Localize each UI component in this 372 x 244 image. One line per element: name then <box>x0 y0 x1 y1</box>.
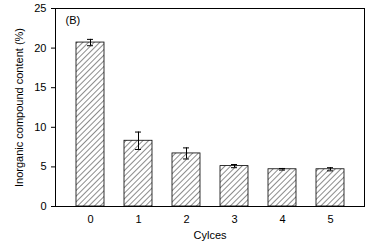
svg-text:3: 3 <box>231 213 237 225</box>
svg-text:1: 1 <box>135 213 141 225</box>
svg-text:5: 5 <box>327 213 333 225</box>
svg-text:2: 2 <box>183 213 189 225</box>
svg-text:0: 0 <box>87 213 93 225</box>
svg-text:Cylces: Cylces <box>193 229 227 241</box>
svg-text:5: 5 <box>40 160 46 172</box>
svg-text:0: 0 <box>40 200 46 212</box>
svg-text:10: 10 <box>34 121 46 133</box>
svg-text:Inorganic compound content (%): Inorganic compound content (%) <box>13 28 25 187</box>
svg-text:15: 15 <box>34 81 46 93</box>
svg-text:20: 20 <box>34 42 46 54</box>
svg-text:(B): (B) <box>66 14 81 26</box>
svg-text:4: 4 <box>279 213 285 225</box>
svg-text:25: 25 <box>34 2 46 14</box>
